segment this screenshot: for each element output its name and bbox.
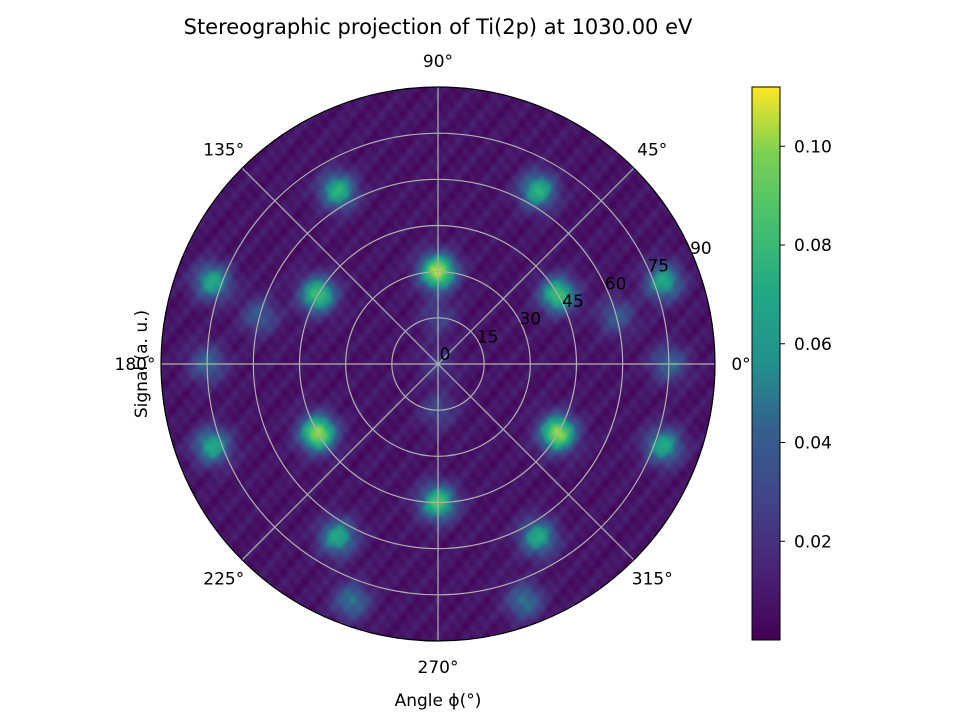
- radial-tick-label: 45: [562, 292, 584, 312]
- angular-tick-label: 0°: [731, 355, 750, 375]
- angular-tick-label: 180°: [115, 355, 156, 375]
- angular-gridline: [437, 363, 635, 561]
- angular-tick-label: 45°: [637, 141, 667, 161]
- angular-tick-label: 315°: [632, 569, 673, 589]
- angular-gridline: [437, 167, 635, 365]
- angular-gridline: [241, 363, 439, 561]
- angular-tick-labels: 0° 45° 90° 135° 180° 225° 270° 315°: [115, 52, 751, 678]
- angular-tick-label: 225°: [203, 569, 244, 589]
- polar-frame: [160, 86, 716, 642]
- angular-gridline: [241, 167, 439, 365]
- radial-tick-label: 30: [519, 310, 541, 330]
- radial-tick-label: 75: [647, 257, 669, 277]
- angular-tick-label: 270°: [418, 658, 459, 678]
- colorbar-tick-label: 0.10: [794, 137, 832, 157]
- colorbar-tick-label: 0.04: [794, 434, 832, 454]
- colorbar-tick-label: 0.08: [794, 236, 832, 256]
- radial-tick-label: 0: [440, 345, 451, 365]
- radial-tick-labels: 0 15 30 45 60 75 90: [440, 239, 712, 365]
- x-axis-label: Angle ϕ(°): [395, 691, 482, 711]
- colorbar-ticks: 0.02 0.04 0.06 0.08 0.10: [780, 137, 832, 552]
- radial-tick-label: 15: [477, 327, 499, 347]
- angular-tick-label: 135°: [203, 141, 244, 161]
- radial-tick-label: 60: [605, 274, 627, 294]
- chart-title: Stereographic projection of Ti(2p) at 10…: [184, 15, 693, 39]
- radial-tick-label: 90: [690, 239, 712, 259]
- polar-grid: [161, 87, 715, 641]
- colorbar-tick-label: 0.02: [794, 532, 832, 552]
- y-axis-label: Signal (a. u.): [132, 310, 152, 418]
- colorbar-tick-label: 0.06: [794, 335, 832, 355]
- angular-tick-label: 90°: [423, 52, 453, 72]
- colorbar: [751, 86, 781, 641]
